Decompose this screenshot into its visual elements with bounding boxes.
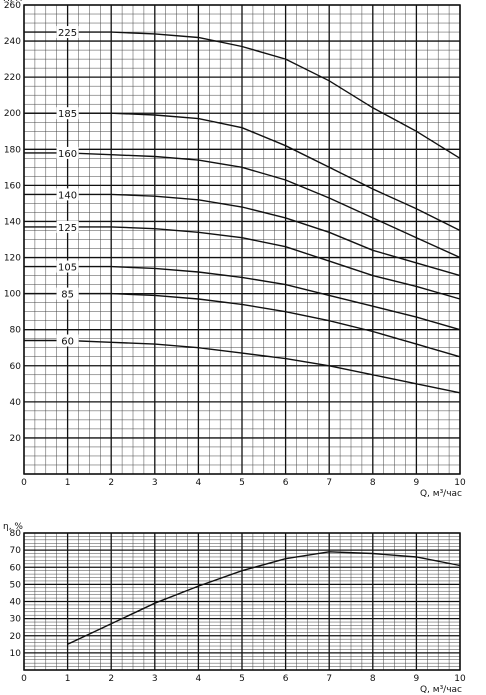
x-tick-label: 0 [21, 674, 27, 684]
y-tick-label: 50 [10, 580, 22, 590]
y-tick-label: 70 [10, 546, 22, 556]
x-tick-label: 10 [454, 478, 466, 488]
series-label-background [56, 334, 79, 347]
series-label-background [56, 146, 79, 159]
y-tick-label: 120 [4, 254, 21, 264]
y-tick-label: 30 [10, 615, 22, 625]
x-tick-label: 10 [454, 674, 466, 684]
x-tick-label: 6 [283, 674, 289, 684]
series-line [24, 31, 461, 159]
x-tick-label: 3 [152, 478, 158, 488]
y-tick-label: 40 [10, 598, 22, 608]
y-tick-label: 10 [10, 649, 22, 659]
series-label: 85 [61, 290, 74, 301]
series-label: 125 [58, 223, 77, 234]
x-tick-label: 2 [108, 674, 114, 684]
series-label: 160 [58, 149, 77, 160]
series-label: 185 [58, 109, 77, 120]
x-tick-label: 2 [108, 478, 114, 488]
x-tick-label: 6 [283, 478, 289, 488]
y-tick-label: 100 [4, 290, 21, 300]
x-tick-label: 1 [65, 674, 71, 684]
x-tick-label: 9 [414, 674, 420, 684]
x-tick-label: 8 [370, 674, 376, 684]
series-label: 60 [61, 337, 74, 348]
y-tick-label: 160 [4, 181, 21, 191]
series-line [24, 339, 461, 394]
x-tick-label: 3 [152, 674, 158, 684]
y-tick-label: 60 [10, 563, 22, 573]
head-chart: 0 1 2 3 4 5 6 7 8 9 10 20 40 60 80 100 120 140 160 180 200 22… [3, 0, 466, 499]
series-label: 225 [58, 28, 77, 39]
x-tick-label: 7 [326, 674, 332, 684]
series-label-background [56, 260, 79, 273]
series-line [67, 551, 461, 645]
x-tick-label: 5 [239, 478, 245, 488]
series-label-background [56, 220, 79, 233]
series-line [24, 292, 461, 358]
y-axis-label: H, м [3, 0, 22, 4]
series-line [24, 112, 461, 232]
series-label-background [56, 107, 79, 120]
x-tick-label: 4 [196, 478, 202, 488]
y-tick-label: 200 [4, 109, 21, 119]
x-tick-label: 1 [65, 478, 71, 488]
x-tick-label: 0 [21, 478, 27, 488]
x-tick-label: 8 [370, 478, 376, 488]
series-label-background [56, 287, 79, 300]
x-tick-label: 7 [326, 478, 332, 488]
x-tick-label: 4 [196, 674, 202, 684]
series-line [24, 226, 461, 300]
y-tick-label: 220 [4, 73, 21, 83]
y-tick-label: 260 [4, 1, 21, 11]
efficiency-chart: 0 1 2 3 4 5 6 7 8 9 10 10 20 30 40 50 60 70 80η, % Q, м³/ча… [3, 522, 466, 695]
y-tick-label: 80 [10, 326, 22, 336]
series-label-background [56, 26, 79, 39]
plot-frame [23, 4, 461, 475]
y-tick-label: 20 [10, 632, 22, 642]
series-label: 105 [58, 263, 77, 274]
series-line [24, 265, 461, 331]
y-tick-label: 80 [10, 529, 22, 539]
plot-frame [23, 532, 461, 671]
y-axis-label: η, % [3, 522, 23, 532]
y-tick-label: 60 [10, 362, 22, 372]
x-axis-label: Q, м³/час [420, 685, 462, 695]
y-tick-label: 240 [4, 37, 21, 47]
series-line [24, 193, 461, 277]
x-tick-label: 9 [414, 478, 420, 488]
y-tick-label: 180 [4, 145, 21, 155]
x-tick-label: 5 [239, 674, 245, 684]
series-label-background [56, 188, 79, 201]
y-tick-label: 40 [10, 398, 22, 408]
series-label: 140 [58, 190, 77, 201]
series-line [24, 152, 461, 259]
y-tick-label: 20 [10, 434, 22, 444]
x-axis-label: Q, м³/час [420, 489, 462, 499]
y-tick-label: 140 [4, 217, 21, 227]
